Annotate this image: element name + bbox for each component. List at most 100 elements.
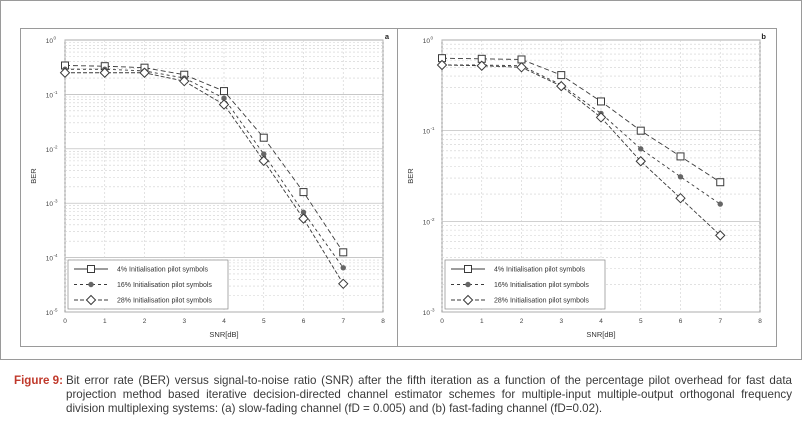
data-point [717, 201, 723, 207]
data-point [339, 248, 348, 257]
legend-marker [464, 265, 472, 273]
y-tick-exponent: -4 [54, 253, 58, 258]
x-tick-label: 8 [381, 318, 385, 325]
data-point [436, 59, 448, 71]
data-point [340, 265, 346, 271]
y-tick-exponent: 0 [431, 36, 434, 41]
x-tick-label: 2 [520, 318, 524, 325]
series-line [441, 64, 721, 236]
legend-marker [462, 294, 474, 306]
chart-panel-a: 10 0 10 -1 10 -2 10 -3 10 -4 10 -5 0 1 2 3 4 5 6 7 8 SNR[dB] B… [20, 28, 400, 347]
x-tick-label: 6 [302, 318, 306, 325]
data-point [595, 112, 607, 123]
data-point [677, 174, 684, 180]
y-tick-exponent: -5 [54, 308, 58, 313]
data-point [259, 133, 268, 142]
x-tick-label: 5 [262, 318, 266, 325]
data-point [299, 188, 308, 197]
legend-label: 28% Initialisation pilot symbols [494, 298, 589, 305]
data-point [179, 75, 190, 87]
y-tick-label: 10 [46, 92, 54, 99]
x-tick-label: 8 [758, 318, 762, 325]
data-point [517, 55, 526, 64]
legend-label: 4% Initialisation pilot symbols [117, 267, 209, 274]
y-tick-exponent: -3 [54, 199, 58, 204]
data-point [516, 62, 527, 73]
x-tick-label: 3 [182, 318, 186, 325]
y-tick-label: 10 [423, 38, 431, 45]
data-point [220, 87, 228, 96]
x-tick-label: 6 [679, 318, 683, 325]
data-point [258, 155, 269, 167]
legend-marker [87, 265, 95, 273]
legend-label: 4% Initialisation pilot symbols [494, 267, 586, 274]
data-point [635, 156, 646, 167]
data-point [557, 71, 566, 80]
x-axis-label: SNR[dB] [586, 330, 615, 339]
y-tick-exponent: -1 [54, 90, 58, 95]
y-tick-label: 10 [46, 201, 54, 208]
legend-label: 16% Initialisation pilot symbols [117, 282, 212, 289]
series-line [442, 64, 721, 205]
data-point [597, 97, 605, 106]
x-tick-label: 3 [559, 318, 563, 325]
legend: 4% Initialisation pilot symbols 16% Initi… [444, 259, 606, 310]
y-tick-label: 10 [46, 256, 54, 263]
data-point [298, 213, 309, 224]
y-tick-exponent: 0 [54, 36, 57, 41]
data-point [338, 278, 349, 290]
data-point [676, 152, 685, 161]
x-tick-label: 1 [480, 318, 484, 325]
caption-label: Figure 9: [14, 374, 63, 387]
data-point [218, 99, 230, 110]
chart-panel-b: 10 0 10 -1 10 -2 10 -3 0 1 2 3 4 5 6 7 8 SNR[dB] BER b 4% In… [397, 28, 777, 347]
ber-chart-a: 10 010 -110 -210 -310 -410 -50 1 2 3 4 5 6 7 8SNR[dB]B… [29, 32, 390, 339]
y-axis-label: BER [406, 168, 415, 184]
series-1 [438, 54, 725, 187]
x-tick-label: 1 [103, 318, 107, 325]
y-tick-label: 10 [46, 147, 54, 154]
caption-text: Bit error rate (BER) versus signal-to-no… [66, 374, 792, 415]
x-tick-label: 2 [143, 318, 147, 325]
data-point [139, 67, 150, 78]
x-tick-label: 5 [639, 318, 643, 325]
legend-label: 28% Initialisation pilot symbols [117, 298, 212, 305]
x-axis-label: SNR[dB] [209, 330, 238, 339]
data-point [636, 126, 645, 135]
series-line [64, 65, 344, 253]
y-tick-exponent: -3 [431, 308, 435, 313]
series-line [441, 57, 721, 183]
data-point [99, 67, 110, 78]
x-tick-label: 7 [718, 318, 722, 325]
y-tick-exponent: -2 [54, 144, 58, 149]
panel-letter: a [385, 32, 390, 41]
legend: 4% Initialisation pilot symbols 16% Initi… [67, 259, 229, 310]
data-point [716, 178, 725, 187]
data-point [715, 230, 726, 241]
y-tick-label: 10 [46, 310, 54, 317]
x-tick-label: 0 [440, 318, 444, 325]
y-tick-label: 10 [423, 219, 431, 226]
y-tick-label: 10 [423, 310, 431, 317]
y-tick-label: 10 [423, 129, 431, 136]
x-tick-label: 0 [63, 318, 67, 325]
legend-marker [88, 281, 94, 288]
data-point [638, 146, 644, 152]
x-tick-label: 4 [222, 318, 226, 325]
data-point [675, 192, 686, 204]
x-tick-label: 7 [341, 318, 345, 325]
y-tick-exponent: -2 [431, 217, 435, 222]
series-3 [436, 59, 726, 241]
legend-marker [85, 294, 97, 306]
legend-label: 16% Initialisation pilot symbols [494, 282, 589, 289]
x-tick-label: 4 [599, 318, 603, 325]
y-axis-label: BER [29, 168, 38, 184]
data-point [556, 80, 567, 92]
panel-letter: b [761, 32, 766, 41]
legend-marker [465, 281, 471, 288]
y-tick-label: 10 [46, 38, 54, 45]
data-point [59, 67, 71, 78]
data-point [476, 60, 487, 71]
series-3 [59, 67, 349, 290]
